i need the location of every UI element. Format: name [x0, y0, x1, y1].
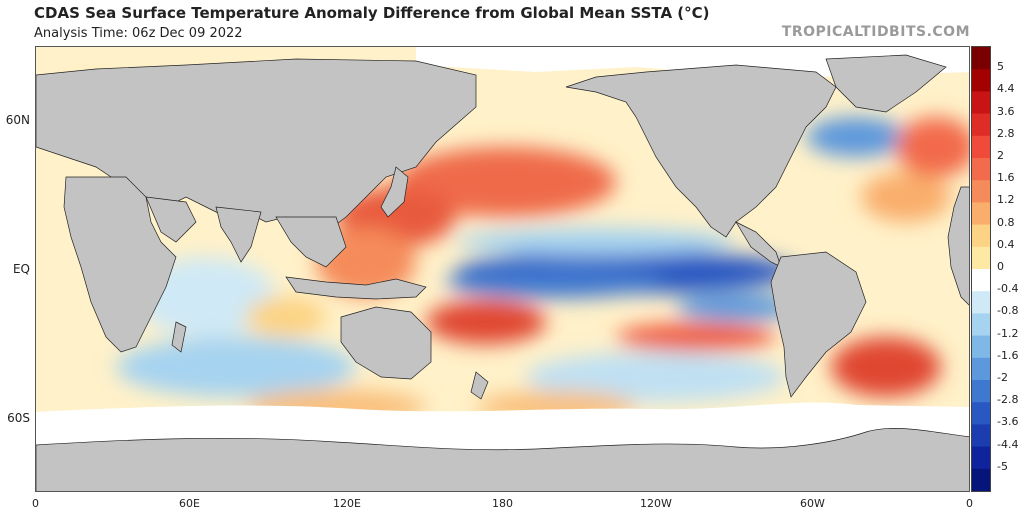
colorbar-swatch [972, 402, 990, 425]
lat-label-60s: 60S [7, 411, 30, 425]
antarctica [36, 428, 969, 491]
colorbar-swatch [972, 69, 990, 92]
north-america [565, 64, 837, 238]
colorbar-swatch [972, 380, 990, 403]
colorbar-swatch [972, 313, 990, 337]
colorbar-tick-label: -4.4 [997, 437, 1019, 451]
colorbar-swatch [972, 246, 990, 270]
analysis-time: Analysis Time: 06z Dec 09 2022 [34, 26, 243, 41]
colorbar-swatch [972, 224, 990, 248]
india [215, 206, 262, 263]
colorbar-swatch [972, 91, 990, 115]
colorbar-tick-label: 1.2 [997, 193, 1015, 207]
colorbar-tick-label: 1.6 [997, 171, 1015, 185]
colorbar-swatch [972, 158, 990, 181]
colorbar-tick-label: 0 [997, 260, 1004, 273]
south-america [770, 251, 867, 398]
colorbar-swatch [972, 202, 990, 226]
lat-label-eq: EQ [12, 262, 30, 276]
colorbar-swatch [972, 180, 990, 203]
australia [340, 306, 432, 380]
arabia [145, 196, 197, 243]
colorbar-tick-label: 2 [997, 149, 1004, 162]
colorbar-tick-label: -0.4 [997, 282, 1019, 296]
madagascar [171, 321, 187, 353]
site-watermark: TROPICALTIDBITS.COM [781, 24, 970, 40]
lon-label-60e: 60E [179, 497, 200, 510]
colorbar-swatch [972, 113, 990, 137]
lon-label-60w: 60W [800, 497, 825, 510]
lon-label-180: 180 [492, 497, 513, 510]
colorbar-swatch [972, 424, 990, 448]
africa [63, 176, 177, 353]
new-zealand [470, 371, 489, 400]
colorbar-swatches [972, 47, 990, 492]
lon-label-120w: 120W [640, 497, 672, 510]
colorbar-tick-label: 0.4 [997, 237, 1015, 251]
colorbar-swatch [972, 357, 990, 381]
landmasses [36, 54, 969, 491]
map-title: CDAS Sea Surface Temperature Anomaly Dif… [34, 4, 710, 22]
colorbar-tick-label: 0.8 [997, 215, 1015, 229]
colorbar-swatch [972, 446, 990, 470]
colorbar-tick-label: -1.6 [997, 348, 1019, 362]
southeast-asia [275, 216, 347, 268]
colorbar-tick-label: -2.8 [997, 393, 1019, 407]
colorbar-tick-label: -2 [997, 371, 1008, 384]
sst-anomaly-map [35, 46, 970, 492]
colorbar-swatch [972, 135, 990, 159]
colorbar [971, 46, 991, 492]
colorbar-tick-label: 5 [997, 60, 1004, 74]
lon-label-0-right: 0 [966, 497, 973, 510]
colorbar-tick-label: -5 [997, 459, 1008, 473]
colorbar-tick-label: -0.8 [997, 304, 1019, 318]
colorbar-swatch [972, 468, 990, 492]
map-canvas [36, 47, 969, 491]
greenland [825, 54, 947, 113]
colorbar-tick-label: -3.6 [997, 415, 1019, 429]
lon-label-0: 0 [32, 497, 39, 510]
colorbar-tick-label: -1.2 [997, 326, 1019, 340]
colorbar-swatch [972, 47, 990, 70]
africa-east-wrap [947, 186, 969, 306]
colorbar-tick-label: 2.8 [997, 126, 1015, 140]
lat-label-60n: 60N [5, 113, 30, 127]
colorbar-swatch [972, 335, 990, 359]
colorbar-swatch [972, 269, 990, 292]
colorbar-tick-label: 3.6 [997, 104, 1015, 118]
colorbar-swatch [972, 291, 990, 314]
colorbar-tick-label: 4.4 [997, 82, 1015, 96]
indonesia [285, 276, 427, 300]
japan [380, 166, 409, 218]
lon-label-120e: 120E [333, 497, 361, 510]
anomaly-field [56, 87, 969, 425]
